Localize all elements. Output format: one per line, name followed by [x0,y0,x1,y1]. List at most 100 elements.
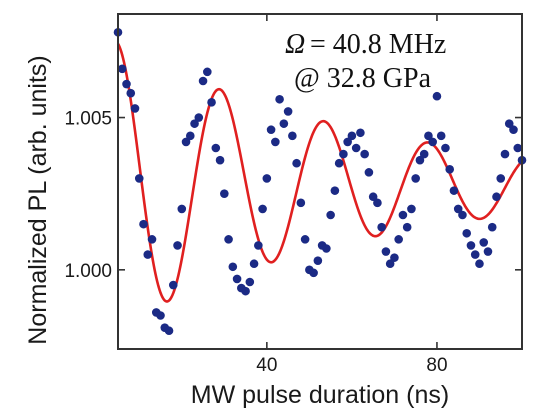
data-point [432,91,442,101]
data-point [330,186,340,195]
data-point [198,76,208,86]
data-point [466,241,476,250]
data-point [203,67,212,77]
data-point [143,250,153,259]
annotation-omega-symbol: Ω [285,29,305,60]
data-point [390,253,399,262]
data-point [288,131,297,141]
data-point [385,259,395,269]
points-layer [113,27,527,336]
data-point [271,137,280,147]
data-point [504,119,514,128]
data-point [122,79,131,89]
data-point [343,137,352,147]
x-tick-label: 40 [256,355,277,376]
data-point [487,222,497,232]
data-point [475,259,484,269]
data-point [220,189,229,198]
data-point [436,131,446,141]
data-point [407,204,416,214]
data-point [228,262,238,272]
data-point [164,326,174,336]
data-point [254,241,263,250]
data-point [300,235,310,244]
data-point [402,222,412,232]
data-point [339,149,348,159]
data-point [194,113,204,122]
ticks-layer: 40 80 1.000 1.005 [64,14,522,376]
data-point [483,247,493,256]
data-point [130,104,140,113]
fit-layer [116,43,523,303]
y-tick-label: 1.005 [64,109,112,130]
plot-frame [117,13,523,350]
data-point [211,143,221,153]
x-axis-title: MW pulse duration (ns) [191,381,449,409]
data-point [479,238,489,247]
data-point [445,165,455,174]
data-point [424,131,433,141]
data-point [419,149,429,159]
data-point [492,192,501,202]
data-point [117,64,127,74]
data-point [428,137,437,147]
data-point [513,143,523,153]
data-point [249,259,259,269]
data-point [207,98,216,107]
data-point [441,143,450,153]
data-point [245,277,255,287]
y-tick-label: 1.000 [64,261,112,282]
data-point [411,174,420,183]
data-point [241,286,250,296]
data-point [326,210,335,220]
data-point [373,198,382,208]
data-point [458,210,467,220]
data-point [147,235,157,244]
data-point [377,222,386,232]
data-point [177,204,187,214]
data-point [262,174,272,183]
data-point [134,174,144,183]
x-tick-label: 80 [426,355,447,376]
data-point [496,174,506,183]
data-point [181,137,191,147]
y-axis-title: Normalized PL (arb. units) [24,55,52,344]
data-point [351,143,361,153]
data-point [309,268,318,278]
data-point [360,149,369,159]
data-point [232,274,242,284]
data-point [266,125,276,135]
data-point [356,128,365,138]
data-point [462,228,472,238]
data-point [139,219,148,229]
data-point [364,168,374,177]
data-point [347,131,357,141]
data-point [283,107,293,116]
data-point [398,210,408,220]
data-point [224,235,233,244]
data-point [185,131,195,141]
data-point [334,158,344,168]
data-point [258,204,267,214]
data-point [509,125,518,135]
data-point [296,198,306,208]
annotation-pressure: @ 32.8 GPa [294,63,432,94]
data-point [190,119,199,128]
data-point [500,149,510,159]
data-point [126,88,136,98]
data-point [156,311,165,320]
data-point [215,155,225,165]
data-point [368,192,378,202]
annotation-frequency: = 40.8 MHz [310,29,446,60]
data-point [470,250,480,259]
data-point [292,158,301,168]
data-point [168,280,178,290]
fit-curve [116,43,523,303]
data-point [173,241,182,250]
data-point [381,247,391,256]
data-point [322,244,331,253]
data-point [313,256,323,265]
data-point [415,155,425,165]
data-point [449,186,459,195]
